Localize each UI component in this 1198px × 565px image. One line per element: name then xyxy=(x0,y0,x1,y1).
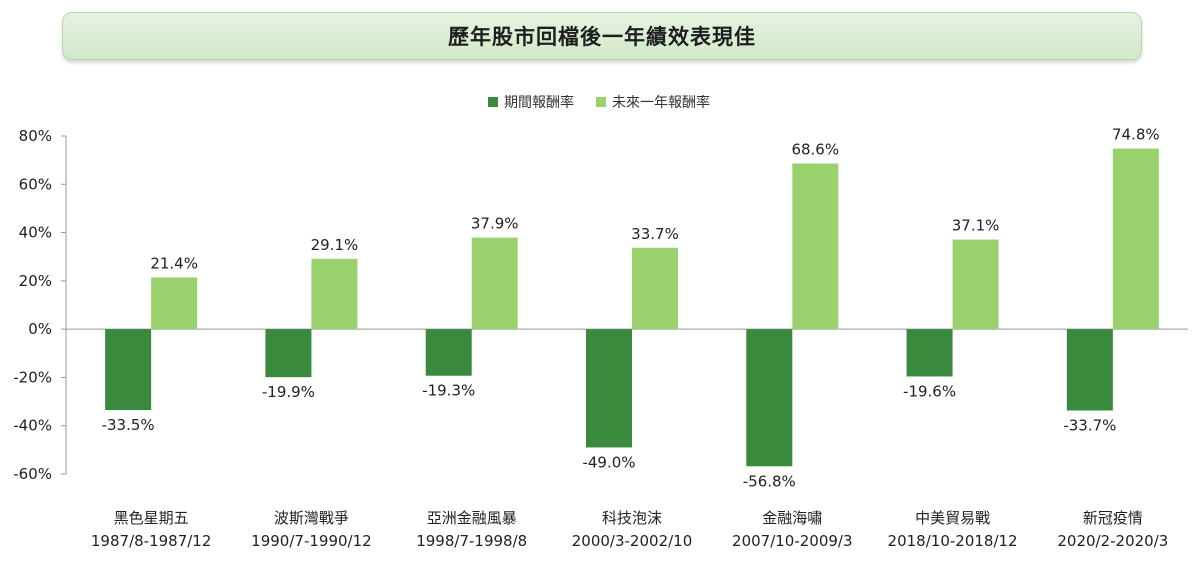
data-label: -56.8% xyxy=(743,472,796,490)
y-tick-label: -20% xyxy=(13,368,52,386)
legend-label-future: 未來一年報酬率 xyxy=(612,95,710,111)
legend-swatch-future xyxy=(596,97,606,107)
legend-item-future: 未來一年報酬率 xyxy=(596,92,710,112)
chart-title: 歷年股市回檔後一年績效表現佳 xyxy=(448,25,756,49)
data-label: 74.8% xyxy=(1112,126,1160,144)
bar-future-return xyxy=(471,237,518,330)
bar-period-return xyxy=(586,329,632,448)
title-banner: 歷年股市回檔後一年績效表現佳 xyxy=(62,12,1142,60)
category-label-period: 2018/10-2018/12 xyxy=(888,532,1018,550)
category-label-period: 2007/10-2009/3 xyxy=(732,532,853,550)
category-label-name: 黑色星期五 xyxy=(114,509,189,527)
y-tick-label: 0% xyxy=(28,320,52,338)
category-label-period: 1990/7-1990/12 xyxy=(251,532,372,550)
bar-period-return xyxy=(906,329,953,377)
y-tick-label: 20% xyxy=(19,272,52,290)
legend-swatch-period xyxy=(488,97,498,107)
bar-period-return xyxy=(105,329,152,411)
data-label: 21.4% xyxy=(150,254,198,272)
y-tick-label: 80% xyxy=(19,127,52,145)
y-tick-label: 60% xyxy=(19,175,52,193)
legend-item-period: 期間報酬率 xyxy=(488,92,574,112)
category-label-period: 1998/7-1998/8 xyxy=(416,532,527,550)
category-label-name: 科技泡沫 xyxy=(602,509,662,527)
bar-future-return xyxy=(952,239,999,330)
data-label: 33.7% xyxy=(631,225,679,243)
data-label: 29.1% xyxy=(311,236,359,254)
category-label-period: 1987/8-1987/12 xyxy=(91,532,212,550)
data-label: -49.0% xyxy=(582,453,635,471)
category-label-name: 新冠疫情 xyxy=(1083,509,1143,527)
bar-period-return xyxy=(746,329,793,467)
y-tick-label: 40% xyxy=(19,224,52,242)
legend: 期間報酬率 未來一年報酬率 xyxy=(0,92,1198,112)
bar-period-return xyxy=(265,329,312,378)
y-tick-label: -40% xyxy=(13,417,52,435)
y-tick-label: -60% xyxy=(13,465,52,483)
bar-future-return xyxy=(151,277,198,330)
category-label-period: 2000/3-2002/10 xyxy=(572,532,693,550)
data-label: -19.6% xyxy=(903,382,956,400)
data-label: -33.5% xyxy=(102,416,155,434)
category-label-name: 亞洲金融風暴 xyxy=(427,509,517,527)
data-label: 68.6% xyxy=(791,141,839,159)
data-label: -19.9% xyxy=(262,383,315,401)
bar-future-return xyxy=(792,163,839,330)
category-label-name: 金融海嘯 xyxy=(762,509,822,527)
data-label: -19.3% xyxy=(422,382,475,400)
data-label: -33.7% xyxy=(1063,417,1116,435)
bar-future-return xyxy=(1112,148,1159,330)
data-label: 37.9% xyxy=(471,215,519,233)
category-label-name: 波斯灣戰爭 xyxy=(274,509,349,527)
data-label: 37.1% xyxy=(952,217,1000,235)
legend-label-period: 期間報酬率 xyxy=(504,95,574,111)
bar-future-return xyxy=(632,247,678,330)
bar-future-return xyxy=(311,258,358,330)
bar-period-return xyxy=(1066,329,1113,411)
category-label-name: 中美貿易戰 xyxy=(915,509,990,527)
category-label-period: 2020/2-2020/3 xyxy=(1057,532,1168,550)
bar-period-return xyxy=(425,329,472,376)
